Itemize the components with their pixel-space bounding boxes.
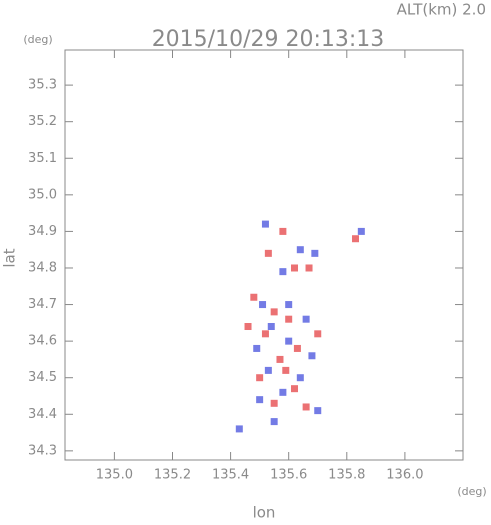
annotation: ALT(km) 2.0: [397, 1, 486, 19]
data-cell: [259, 301, 267, 309]
data-cell: [256, 374, 264, 382]
data-cell: [270, 418, 278, 426]
x-unit: (deg): [457, 485, 486, 498]
plot-frame: [64, 49, 464, 461]
data-cell: [253, 344, 261, 352]
y-tick-label: 34.7: [28, 297, 57, 312]
data-cell: [285, 301, 293, 309]
data-cell: [285, 337, 293, 345]
data-cell: [305, 264, 313, 272]
y-tick-label: 34.4: [28, 407, 57, 422]
x-tick-label: 135.8: [328, 468, 365, 483]
data-cell: [291, 385, 299, 393]
data-cell: [250, 293, 258, 301]
data-cell: [279, 268, 287, 276]
data-cell: [357, 227, 365, 235]
x-axis-label: lon: [253, 504, 276, 522]
data-cell: [314, 407, 322, 415]
y-tick-label: 34.9: [28, 224, 57, 239]
data-cell: [282, 366, 290, 374]
data-cell: [270, 308, 278, 316]
data-cell: [314, 330, 322, 338]
x-tick-label: 136.0: [386, 468, 423, 483]
data-cell: [296, 246, 304, 254]
data-cell: [279, 227, 287, 235]
data-cell: [352, 235, 360, 243]
y-tick-label: 34.6: [28, 334, 57, 349]
data-cell: [276, 355, 284, 363]
x-tick-label: 135.4: [212, 468, 249, 483]
y-tick-label: 34.5: [28, 370, 57, 385]
data-cell: [267, 323, 275, 331]
x-tick-label: 135.2: [154, 468, 191, 483]
y-tick-label: 35.3: [28, 78, 57, 93]
y-axis-label: lat: [1, 248, 19, 267]
data-cell: [308, 352, 316, 360]
data-cell: [296, 374, 304, 382]
x-tick-label: 135.0: [96, 468, 133, 483]
data-cell: [256, 396, 264, 404]
y-tick-label: 34.8: [28, 260, 57, 275]
data-cell: [302, 403, 310, 411]
data-cell: [293, 344, 301, 352]
data-cell: [244, 323, 252, 331]
data-cell: [270, 399, 278, 407]
data-cell: [302, 315, 310, 323]
y-tick-label: 35.0: [28, 187, 57, 202]
data-cell: [261, 330, 269, 338]
data-cell: [235, 425, 243, 433]
data-cell: [279, 388, 287, 396]
data-cell: [285, 315, 293, 323]
data-cell: [311, 249, 319, 257]
x-tick-label: 135.6: [270, 468, 307, 483]
y-tick-label: 35.1: [28, 151, 57, 166]
y-tick-label: 34.3: [28, 443, 57, 458]
chart-title: 2015/10/29 20:13:13: [152, 27, 385, 52]
y-unit: (deg): [23, 33, 52, 46]
data-cell: [291, 264, 299, 272]
data-cell: [264, 249, 272, 257]
data-cell: [264, 366, 272, 374]
data-cell: [261, 220, 269, 228]
y-tick-label: 35.2: [28, 114, 57, 129]
